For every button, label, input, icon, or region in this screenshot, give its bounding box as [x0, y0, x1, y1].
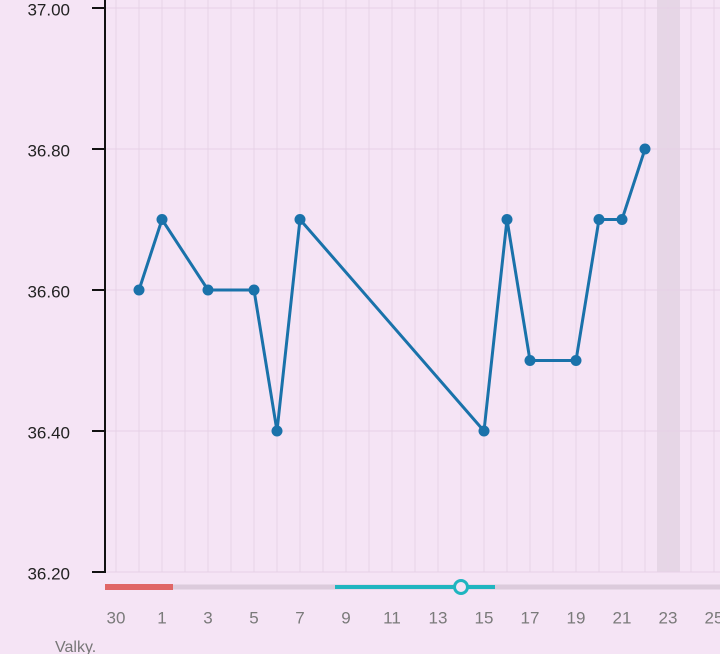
point — [524, 355, 536, 366]
x-tick-label: 9 — [341, 608, 350, 627]
x-tick-label: 25 — [705, 608, 720, 627]
point — [593, 214, 605, 225]
x-tick-label: 21 — [613, 608, 632, 627]
point — [639, 143, 651, 155]
x-tick-label: 11 — [383, 608, 401, 627]
point — [271, 425, 283, 437]
x-tick-label: 7 — [295, 608, 304, 627]
point — [570, 355, 582, 366]
grid — [105, 0, 720, 573]
point — [501, 214, 513, 225]
y-tick-label: 36.80 — [27, 141, 70, 160]
x-tick-label: 15 — [475, 608, 494, 627]
ovulation-marker[interactable] — [453, 579, 469, 595]
point — [616, 214, 628, 225]
x-tick-label: 19 — [567, 608, 586, 627]
point — [156, 214, 168, 225]
y-tick-label: 37.00 — [27, 0, 70, 19]
x-tick-label: 1 — [157, 608, 166, 627]
y-tick-label: 36.40 — [27, 423, 70, 442]
point — [133, 284, 145, 296]
x-tick-label: 13 — [429, 608, 448, 627]
x-tick-label: 23 — [659, 608, 678, 627]
x-tick-label: 17 — [521, 608, 540, 627]
point — [294, 214, 306, 225]
x-tick-label: 30 — [107, 608, 126, 627]
point — [478, 425, 490, 437]
point — [248, 284, 260, 296]
point — [202, 284, 214, 296]
x-tick-label: 3 — [203, 608, 212, 627]
y-tick-label: 36.60 — [27, 282, 70, 301]
x-axis-label: Valky. — [55, 639, 96, 654]
x-tick-label: 5 — [249, 608, 258, 627]
y-tick-label: 36.20 — [27, 564, 70, 583]
